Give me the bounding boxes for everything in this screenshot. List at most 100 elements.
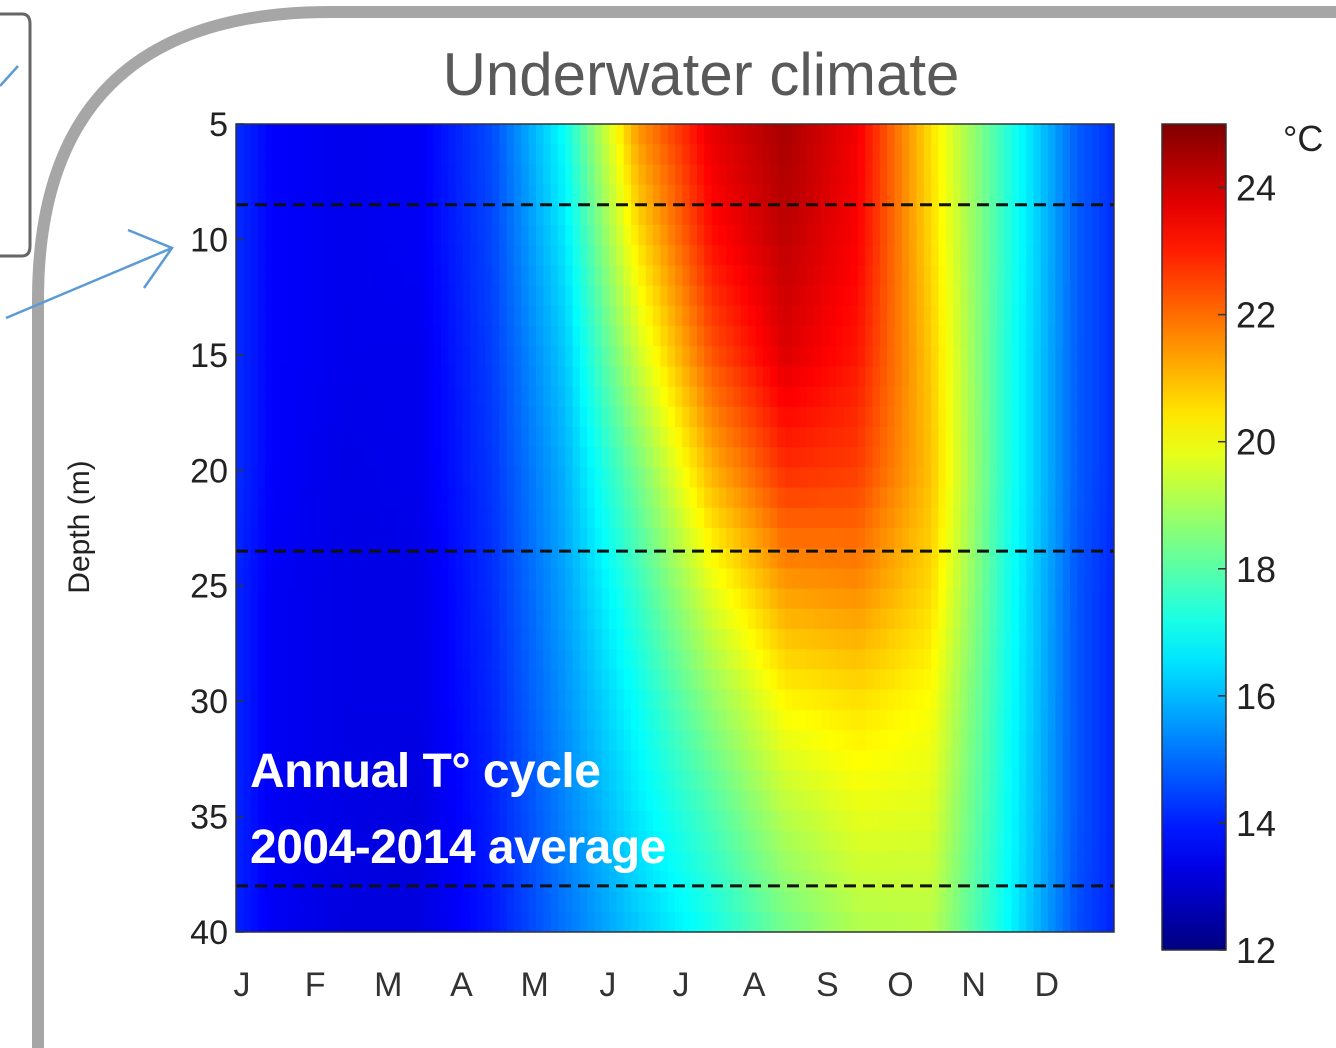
heatmap-cell — [704, 467, 713, 489]
heatmap-cell — [287, 891, 296, 913]
heatmap-cell — [733, 608, 742, 630]
heatmap-cell — [784, 810, 793, 832]
heatmap-cell — [367, 427, 376, 448]
heatmap-cell — [448, 730, 457, 751]
heatmap-cell — [550, 285, 559, 307]
heatmap-cell — [667, 851, 676, 872]
heatmap-cell — [535, 305, 544, 327]
heatmap-cell — [755, 124, 764, 145]
heatmap-cell — [996, 810, 1005, 832]
heatmap-cell — [243, 265, 252, 287]
heatmap-cell — [389, 204, 398, 226]
heatmap-cell — [1048, 346, 1057, 367]
heatmap-cell — [535, 406, 544, 428]
heatmap-cell — [879, 730, 888, 751]
heatmap-cell — [645, 730, 654, 751]
heatmap-cell — [806, 709, 815, 731]
heatmap-cell — [470, 810, 479, 832]
heatmap-cell — [755, 588, 764, 610]
heatmap-cell — [301, 608, 310, 630]
heatmap-cell — [960, 285, 969, 307]
heatmap-cell — [250, 507, 259, 529]
heatmap-cell — [418, 487, 427, 509]
heatmap-cell — [945, 447, 954, 468]
heatmap-cell — [682, 730, 691, 751]
heatmap-cell — [345, 709, 354, 731]
heatmap-cell — [257, 548, 266, 569]
heatmap-cell — [411, 225, 420, 246]
heatmap-cell — [1011, 669, 1020, 691]
heatmap-cell — [1092, 164, 1100, 186]
heatmap-cell — [609, 184, 618, 206]
heatmap-cell — [1092, 204, 1100, 226]
heatmap-cell — [470, 225, 479, 246]
heatmap-cell — [440, 689, 449, 711]
heatmap-cell — [535, 528, 544, 549]
heatmap-cell — [748, 326, 757, 347]
heatmap-cell — [411, 891, 420, 913]
heatmap-cell — [843, 709, 852, 731]
heatmap-cell — [448, 204, 457, 226]
heatmap-cell — [1084, 770, 1093, 792]
heatmap-cell — [953, 164, 961, 186]
heatmap-cell — [265, 124, 274, 145]
heatmap-cell — [521, 386, 530, 408]
heatmap-cell — [909, 709, 918, 731]
heatmap-cell — [916, 386, 925, 408]
heatmap-cell — [389, 790, 398, 812]
heatmap-cell — [528, 649, 537, 670]
heatmap-cell — [616, 528, 625, 549]
heatmap-cell — [945, 608, 954, 630]
heatmap-cell — [272, 447, 281, 468]
heatmap-cell — [1033, 750, 1042, 771]
heatmap-cell — [1026, 184, 1035, 206]
heatmap-cell — [645, 608, 654, 630]
heatmap-cell — [843, 871, 852, 893]
heatmap-cell — [989, 144, 998, 165]
heatmap-cell — [1055, 245, 1064, 266]
heatmap-cell — [675, 689, 683, 711]
heatmap-cell — [894, 245, 903, 266]
heatmap-cell — [828, 891, 837, 913]
heatmap-cell — [418, 891, 427, 913]
heatmap-cell — [455, 669, 464, 691]
heatmap-cell — [448, 689, 457, 711]
heatmap-cell — [718, 750, 727, 771]
heatmap-cell — [887, 447, 896, 468]
heatmap-cell — [799, 467, 808, 489]
heatmap-cell — [967, 730, 976, 751]
heatmap-cell — [411, 851, 420, 872]
heatmap-cell — [572, 144, 581, 165]
heatmap-cell — [1011, 689, 1020, 711]
heatmap-cell — [499, 669, 508, 691]
heatmap-cell — [587, 851, 596, 872]
heatmap-cell — [353, 487, 361, 509]
heatmap-cell — [331, 770, 340, 792]
heatmap-cell — [272, 528, 281, 549]
heatmap-cell — [1062, 588, 1071, 610]
heatmap-cell — [777, 770, 786, 792]
heatmap-cell — [1092, 366, 1100, 388]
heatmap-cell — [945, 750, 954, 771]
heatmap-cell — [1077, 770, 1086, 792]
heatmap-cell — [1011, 730, 1020, 751]
heatmap-cell — [931, 911, 939, 932]
heatmap-cell — [762, 406, 771, 428]
heatmap-cell — [726, 669, 735, 691]
heatmap-cell — [938, 669, 947, 691]
heatmap-cell — [565, 871, 574, 893]
heatmap-cell — [792, 467, 800, 489]
heatmap-cell — [257, 831, 266, 852]
heatmap-cell — [967, 750, 976, 771]
heatmap-cell — [667, 326, 676, 347]
heatmap-cell — [433, 366, 442, 388]
heatmap-cell — [587, 891, 596, 913]
heatmap-cell — [828, 326, 837, 347]
heatmap-cell — [236, 487, 244, 509]
heatmap-cell — [726, 144, 735, 165]
heatmap-cell — [404, 568, 413, 590]
heatmap-cell — [265, 265, 274, 287]
heatmap-cell — [616, 346, 625, 367]
heatmap-cell — [821, 871, 830, 893]
heatmap-cell — [470, 669, 479, 691]
